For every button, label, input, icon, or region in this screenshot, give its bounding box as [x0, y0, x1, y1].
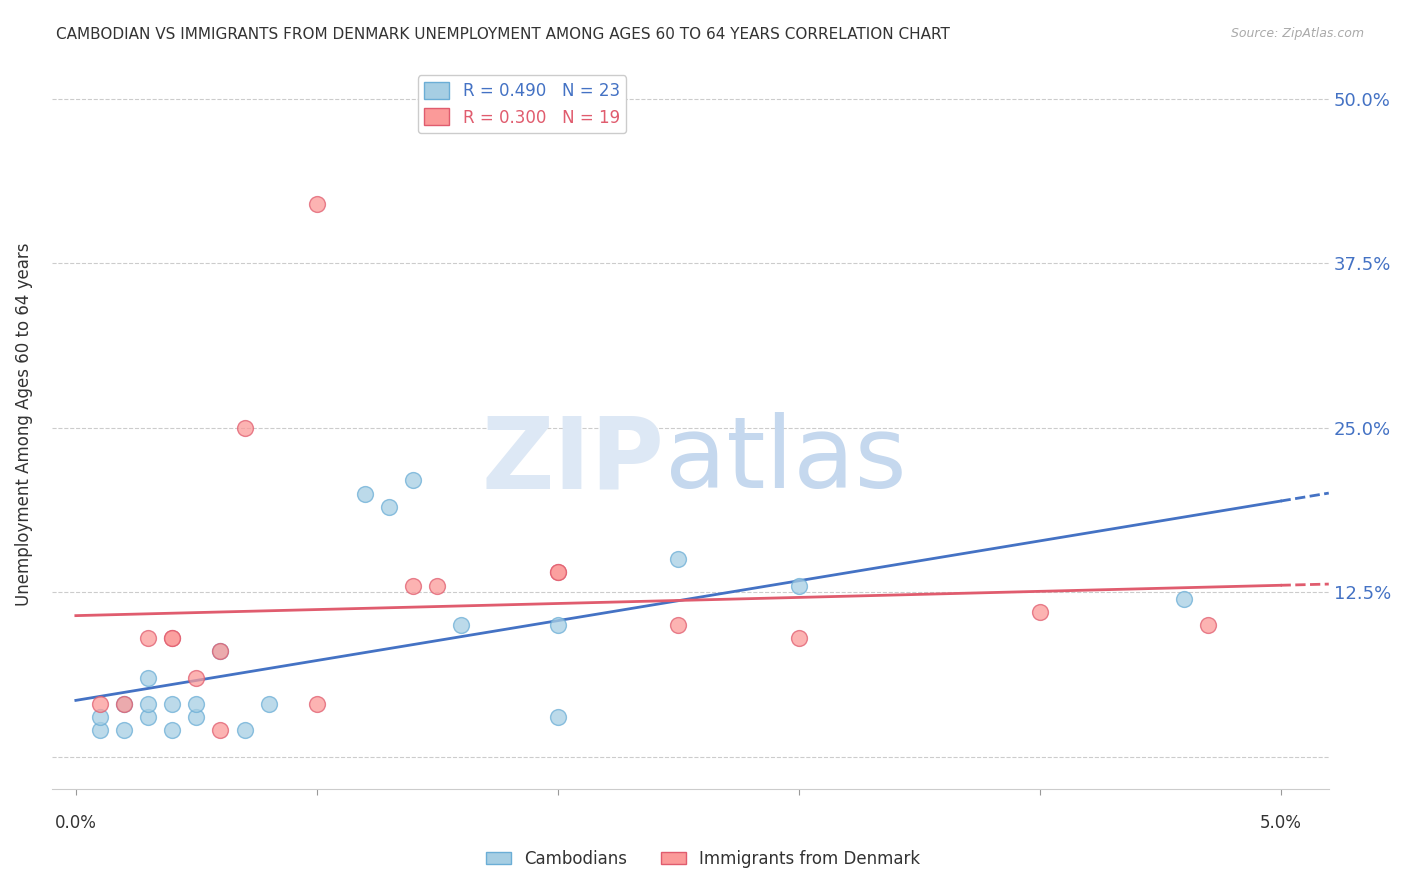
Point	[257, 697, 280, 711]
Point	[186, 710, 208, 724]
Legend: Cambodians, Immigrants from Denmark: Cambodians, Immigrants from Denmark	[479, 844, 927, 875]
Legend: R = 0.490   N = 23, R = 0.300   N = 19: R = 0.490 N = 23, R = 0.300 N = 19	[418, 75, 627, 133]
Point	[547, 710, 569, 724]
Point	[547, 618, 569, 632]
Point	[186, 697, 208, 711]
Point	[547, 566, 569, 580]
Point	[233, 421, 256, 435]
Point	[305, 197, 328, 211]
Point	[666, 552, 689, 566]
Point	[136, 671, 159, 685]
Point	[1173, 591, 1195, 606]
Text: Source: ZipAtlas.com: Source: ZipAtlas.com	[1230, 27, 1364, 40]
Point	[666, 618, 689, 632]
Point	[209, 723, 232, 738]
Point	[1197, 618, 1219, 632]
Text: CAMBODIAN VS IMMIGRANTS FROM DENMARK UNEMPLOYMENT AMONG AGES 60 TO 64 YEARS CORR: CAMBODIAN VS IMMIGRANTS FROM DENMARK UNE…	[56, 27, 950, 42]
Text: 5.0%: 5.0%	[1260, 814, 1302, 832]
Point	[354, 486, 377, 500]
Point	[112, 697, 135, 711]
Point	[787, 578, 810, 592]
Point	[305, 697, 328, 711]
Point	[450, 618, 472, 632]
Point	[136, 697, 159, 711]
Point	[136, 710, 159, 724]
Point	[378, 500, 401, 514]
Point	[112, 697, 135, 711]
Text: ZIP: ZIP	[482, 412, 665, 509]
Point	[160, 631, 183, 645]
Point	[136, 631, 159, 645]
Point	[426, 578, 449, 592]
Point	[787, 631, 810, 645]
Point	[89, 710, 111, 724]
Point	[160, 723, 183, 738]
Point	[186, 671, 208, 685]
Point	[160, 631, 183, 645]
Point	[112, 723, 135, 738]
Point	[89, 697, 111, 711]
Point	[402, 474, 425, 488]
Point	[209, 644, 232, 658]
Point	[233, 723, 256, 738]
Y-axis label: Unemployment Among Ages 60 to 64 years: Unemployment Among Ages 60 to 64 years	[15, 243, 32, 607]
Point	[89, 723, 111, 738]
Text: 0.0%: 0.0%	[55, 814, 97, 832]
Text: atlas: atlas	[665, 412, 907, 509]
Point	[547, 566, 569, 580]
Point	[1028, 605, 1050, 619]
Point	[402, 578, 425, 592]
Point	[160, 697, 183, 711]
Point	[209, 644, 232, 658]
